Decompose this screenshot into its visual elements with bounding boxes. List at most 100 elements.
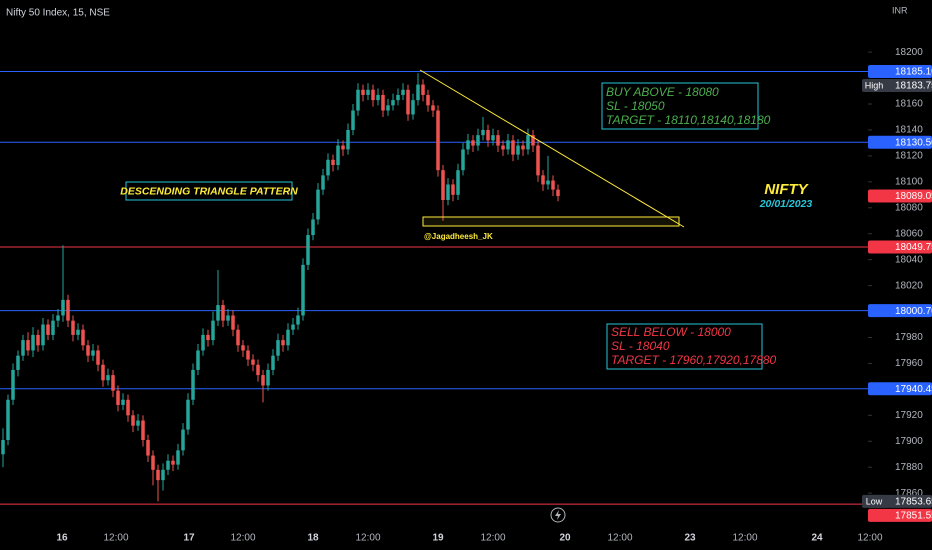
candle-body xyxy=(401,89,405,95)
candle-body xyxy=(46,324,50,335)
candle-body xyxy=(461,149,465,171)
candle-body xyxy=(281,340,285,346)
sell-text: SL - 18040 xyxy=(611,339,670,353)
candle-body xyxy=(501,145,505,150)
x-tick-label: 19 xyxy=(432,533,444,544)
candle-body xyxy=(96,350,100,365)
buy-text: TARGET - 18110,18140,18180 xyxy=(606,113,771,127)
sell-text: SELL BELOW - 18000 xyxy=(611,325,731,339)
candle-body xyxy=(331,159,335,165)
candle-body xyxy=(521,145,525,150)
level-tag xyxy=(862,78,886,92)
candle-body xyxy=(111,375,115,391)
candle-body xyxy=(481,129,485,136)
candle-body xyxy=(446,184,450,201)
buy-box xyxy=(601,82,759,130)
y-tick-label: 18060 xyxy=(895,228,923,239)
y-tick-label: 18040 xyxy=(895,254,923,265)
candle-body xyxy=(216,305,220,321)
candle-body xyxy=(316,189,320,220)
candle-body xyxy=(211,320,215,341)
candle-body xyxy=(306,235,310,265)
candle-body xyxy=(31,334,35,351)
icon-bolt[interactable] xyxy=(555,510,561,520)
candle-body xyxy=(551,180,555,190)
candle-body xyxy=(146,439,150,456)
chart-title: Nifty 50 Index, 15, NSE xyxy=(6,8,110,19)
candle-body xyxy=(361,89,365,95)
candle-body xyxy=(311,219,315,236)
candle-body xyxy=(121,399,125,405)
candle-body xyxy=(91,350,95,356)
candle-body xyxy=(526,135,530,150)
price-badge xyxy=(868,240,932,254)
candle-body xyxy=(556,189,560,197)
sell-text: TARGET - 17960,17920,17880 xyxy=(611,353,777,367)
y-tick-label: 18200 xyxy=(895,47,923,58)
candle-body xyxy=(231,315,235,330)
candle-body xyxy=(126,399,130,416)
drawings: @Jagadheesh_JK DESCENDING TRIANGLE PATTE… xyxy=(120,69,812,370)
x-tick-label: 20 xyxy=(559,533,571,544)
x-tick-label: 16 xyxy=(56,533,68,544)
candle-body xyxy=(101,364,105,381)
candle-body xyxy=(431,105,435,111)
y-tick-label: 17980 xyxy=(895,332,923,343)
candle-body xyxy=(416,84,420,101)
candle-body xyxy=(16,355,20,370)
y-tick-label: 17860 xyxy=(895,488,923,499)
replay-icon[interactable] xyxy=(550,507,566,523)
trend-line xyxy=(419,69,685,228)
candle-body xyxy=(201,334,205,351)
candle-body xyxy=(161,469,165,481)
level-tag-label: High xyxy=(865,80,884,90)
candle-body xyxy=(426,94,430,106)
y-tick-label: 18120 xyxy=(895,151,923,162)
candle-body xyxy=(86,345,90,356)
candle-body xyxy=(26,340,30,351)
candle-body xyxy=(11,369,15,400)
pattern-box xyxy=(125,181,293,201)
candle-body xyxy=(81,329,85,346)
candle-body xyxy=(251,359,255,365)
candle-body xyxy=(181,429,185,451)
price-badge-label: 18049.75 xyxy=(895,242,932,253)
candle-body xyxy=(301,264,305,316)
candle-body xyxy=(491,135,495,141)
candle-body xyxy=(71,320,75,335)
candle-body xyxy=(196,350,200,370)
price-badge-label: 18000.70 xyxy=(895,306,932,317)
candle-body xyxy=(51,320,55,335)
x-tick-label: 24 xyxy=(811,533,823,544)
y-tick-label: 18100 xyxy=(895,176,923,187)
icon-ring[interactable] xyxy=(550,507,566,523)
candle-body xyxy=(496,135,500,146)
y-tick-label: 18080 xyxy=(895,202,923,213)
support-zone xyxy=(422,216,680,227)
candle-body xyxy=(476,135,480,146)
candle-body xyxy=(116,390,120,405)
y-tick-label: 18140 xyxy=(895,125,923,136)
candle-body xyxy=(151,455,155,470)
x-tick-label: 18 xyxy=(307,533,319,544)
candle-body xyxy=(131,415,135,426)
candle-body xyxy=(471,140,475,146)
price-badge xyxy=(868,304,932,318)
axes: 18200 18160 18140 18120 18100 18080 18060 18040… xyxy=(56,47,932,544)
x-tick-label: 12:00 xyxy=(480,533,505,544)
candle-body xyxy=(186,399,190,430)
y-tick-label: 17920 xyxy=(895,410,923,421)
candle-body xyxy=(106,375,110,381)
candle-body xyxy=(531,135,535,146)
candle-body xyxy=(541,175,545,185)
author: @Jagadheesh_JK xyxy=(424,232,493,241)
candle-body xyxy=(241,345,245,351)
price-badge xyxy=(868,64,932,78)
pattern-label: DESCENDING TRIANGLE PATTERN xyxy=(120,185,298,197)
x-tick-label: 12:00 xyxy=(607,533,632,544)
x-tick-label: 12:00 xyxy=(355,533,380,544)
candle-body xyxy=(206,334,210,341)
candle-body xyxy=(291,324,295,330)
